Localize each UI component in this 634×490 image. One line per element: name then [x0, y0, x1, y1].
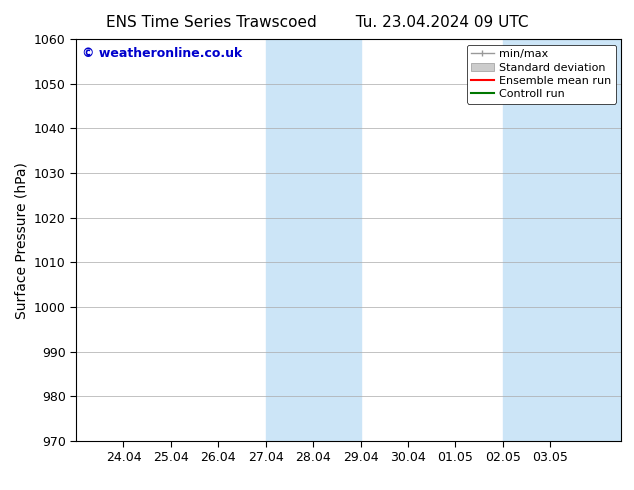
Bar — [503, 39, 621, 441]
Text: ENS Time Series Trawscoed        Tu. 23.04.2024 09 UTC: ENS Time Series Trawscoed Tu. 23.04.2024… — [106, 15, 528, 30]
Bar — [266, 39, 361, 441]
Text: © weatheronline.co.uk: © weatheronline.co.uk — [82, 47, 242, 60]
Legend: min/max, Standard deviation, Ensemble mean run, Controll run: min/max, Standard deviation, Ensemble me… — [467, 45, 616, 104]
Y-axis label: Surface Pressure (hPa): Surface Pressure (hPa) — [14, 162, 29, 318]
